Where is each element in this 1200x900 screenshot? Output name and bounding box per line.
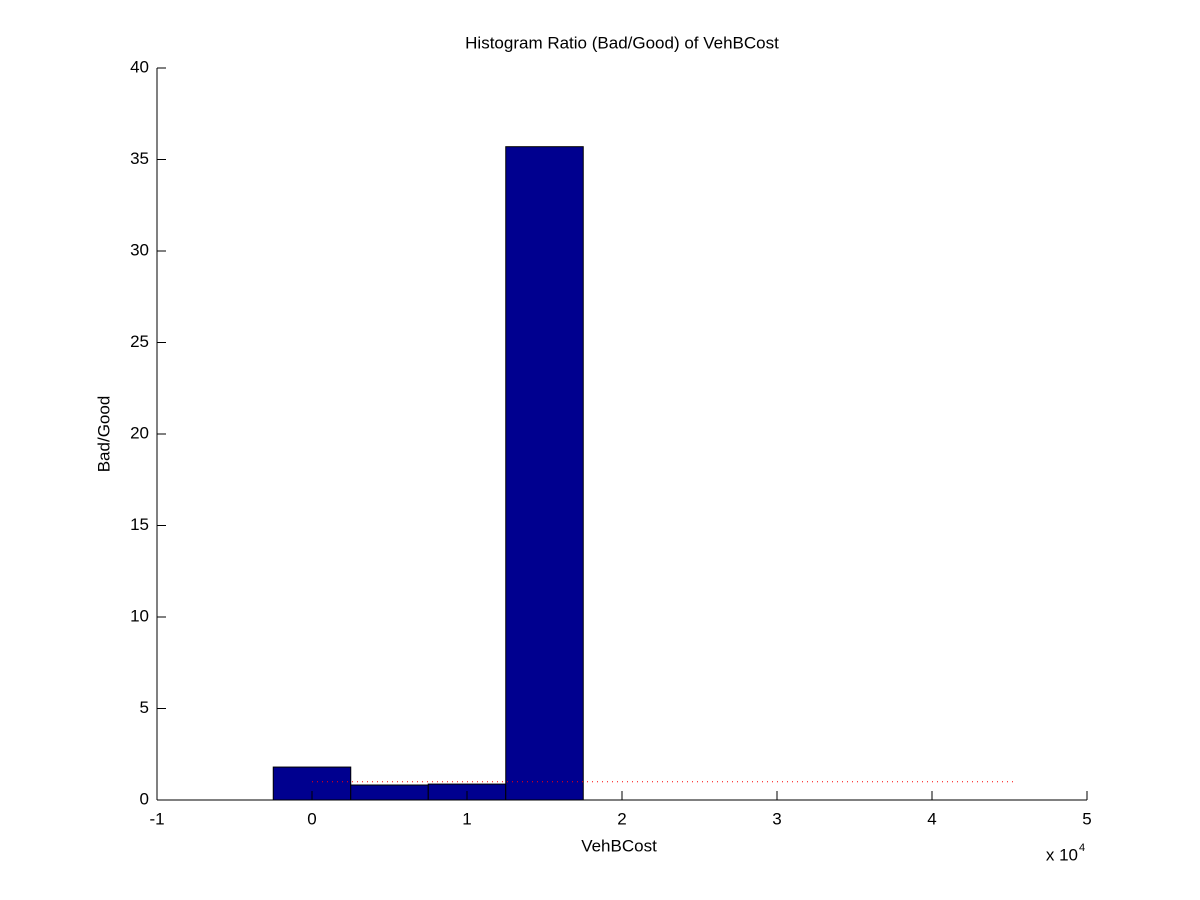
bar: [350, 784, 429, 801]
y-tick-label: 40: [130, 57, 149, 76]
chart-title: Histogram Ratio (Bad/Good) of VehBCost: [465, 33, 779, 52]
x-tick-label: 2: [617, 809, 626, 828]
y-tick-label: 0: [140, 789, 149, 808]
x-tick-label: 5: [1082, 809, 1091, 828]
x-multiplier-exponent: 4: [1079, 842, 1085, 854]
x-multiplier: x 10: [1046, 845, 1078, 864]
y-tick-label: 35: [130, 149, 149, 168]
y-tick-label: 30: [130, 240, 149, 259]
y-axis-label: Bad/Good: [94, 396, 113, 473]
y-tick-label: 20: [130, 423, 149, 442]
x-tick-label: 3: [772, 809, 781, 828]
y-tick-label: 25: [130, 332, 149, 351]
x-tick-label: 4: [927, 809, 936, 828]
x-tick-label: -1: [149, 809, 164, 828]
x-tick-label: 1: [462, 809, 471, 828]
y-tick-label: 15: [130, 515, 149, 534]
x-axis-label: VehBCost: [581, 836, 657, 855]
y-tick-label: 10: [130, 606, 149, 625]
bar: [505, 146, 584, 801]
x-tick-label: 0: [307, 809, 316, 828]
y-tick-label: 5: [140, 698, 149, 717]
